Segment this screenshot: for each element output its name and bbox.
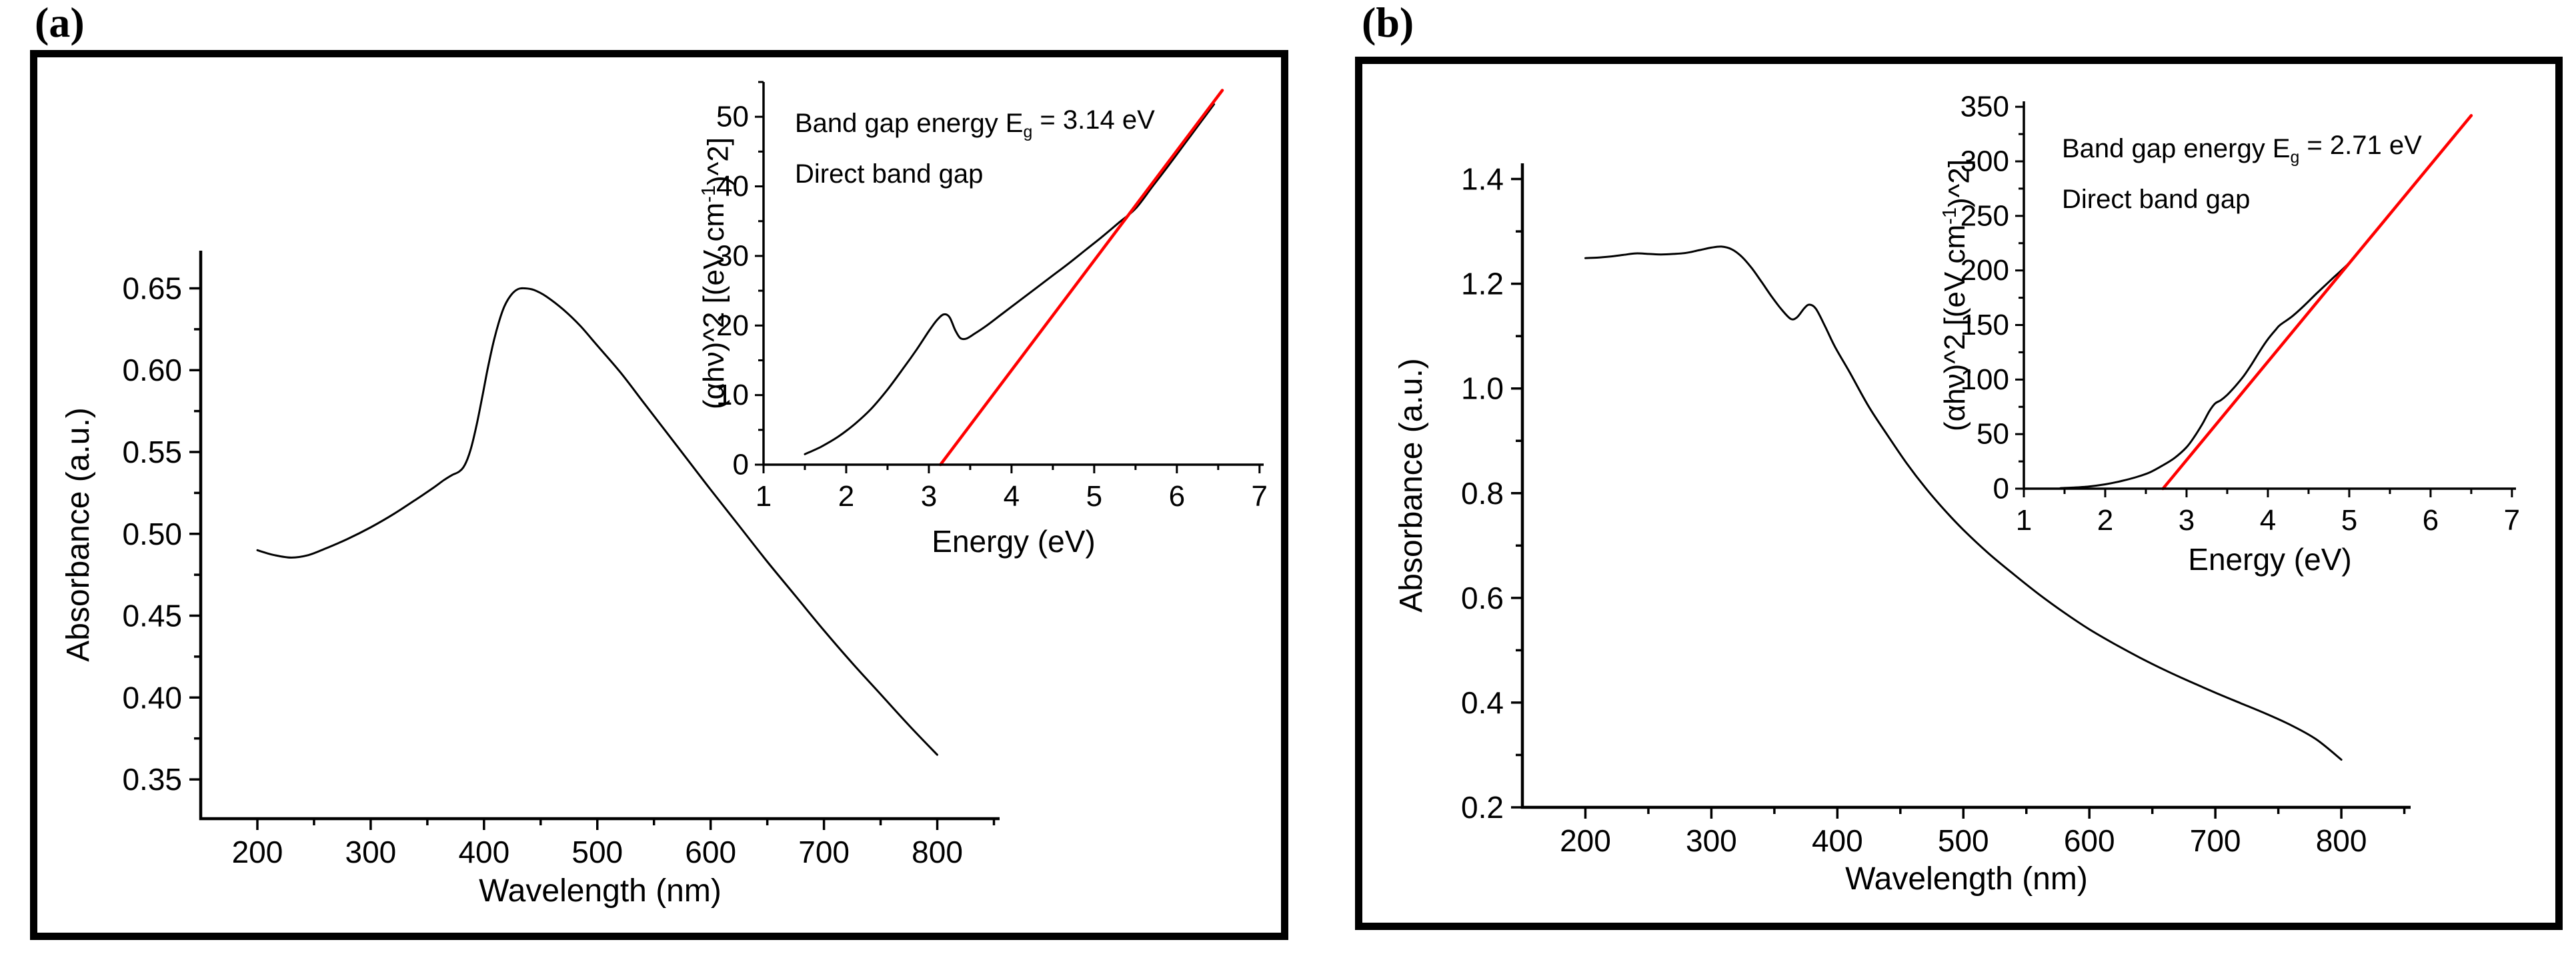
y-tick-label: 50 (1977, 418, 2009, 451)
y-tick-label: 350 (1961, 91, 2009, 123)
y-tick-label: 0.2 (1461, 790, 1504, 825)
y-tick-label: 0.50 (122, 517, 182, 551)
x-tick-label: 700 (798, 835, 850, 869)
y-tick-label: 0.60 (122, 353, 182, 387)
axis-ticks (755, 81, 1261, 473)
x-tick-label: 6 (2423, 504, 2439, 537)
y-tick-label: 0.45 (122, 599, 182, 633)
series-absorbance-spectrum (1584, 245, 2343, 761)
series-bandgap-fit-line (2161, 114, 2473, 491)
annotation-bandgap: Band gap energy Eg = 2.71 eV (2062, 131, 2422, 167)
y-axis-title: Absorbance (a.u.) (1394, 358, 1429, 613)
panel-b-label: (b) (1362, 0, 1414, 46)
y-tick-label: 20 (716, 309, 749, 342)
annotation-bandgap: Band gap energy Eg = 3.14 eV (795, 105, 1155, 141)
x-tick-label: 5 (1086, 480, 1102, 513)
y-axis-title: Absorbance (a.u.) (61, 407, 96, 662)
x-tick-label: 300 (1686, 823, 1737, 858)
y-axis-title: (αhν)^2 [(eV cm-1)^2] (1939, 159, 1976, 431)
x-tick-label: 600 (685, 835, 736, 869)
series-absorbance-spectrum (256, 287, 938, 756)
chart-main-a: 200 300 400 500 600 700 8000.350.400.450.500.5… (61, 251, 1000, 909)
x-tick-label: 6 (1169, 480, 1185, 513)
axis-ticks (1511, 177, 2406, 819)
y-tick-label: 200 (1961, 254, 2009, 287)
x-tick-label: 500 (571, 835, 623, 869)
x-axis-title: Wavelength (nm) (1845, 861, 2088, 897)
x-tick-label: 7 (2504, 504, 2520, 537)
x-tick-label: 500 (1938, 823, 1989, 858)
y-tick-label: 40 (716, 170, 749, 203)
y-tick-label: 0.55 (122, 435, 182, 469)
x-tick-label: 5 (2341, 504, 2357, 537)
y-tick-label: 100 (1961, 363, 2009, 396)
annotation-bandgap-type: Direct band gap (795, 159, 983, 189)
chart-inset-a: 1 2 3 4 5 6 7 0 10 20 30 40 50 Energy (eV) (αhν)^2 [(e… (698, 81, 1268, 559)
x-tick-label: 3 (2179, 504, 2195, 537)
axis-ticks (2015, 105, 2513, 497)
y-tick-label: 0.35 (122, 762, 182, 797)
panel-a-label: (a) (35, 0, 85, 46)
x-tick-label: 2 (838, 480, 854, 513)
y-tick-label: 1.2 (1461, 267, 1504, 301)
x-tick-label: 800 (912, 835, 963, 869)
x-tick-label: 400 (1812, 823, 1863, 858)
annotation-bandgap-type: Direct band gap (2062, 185, 2250, 214)
series-bandgap-fit-line (939, 89, 1224, 467)
y-tick-label: 300 (1961, 145, 2009, 178)
y-tick-label: 150 (1961, 309, 2009, 341)
chart-main-b: 200 300 400 500 600 700 8000.20.40.60.81.01.21… (1394, 162, 2411, 897)
y-tick-label: 250 (1961, 199, 2009, 232)
y-tick-label: 0.65 (122, 271, 182, 305)
y-axis-title: (αhν)^2 [(eV cm-1)^2] (698, 137, 735, 409)
y-tick-label: 0.4 (1461, 685, 1504, 720)
x-tick-label: 400 (458, 835, 509, 869)
x-tick-label: 7 (1252, 480, 1268, 513)
x-tick-label: 2 (2097, 504, 2113, 537)
x-tick-label: 200 (232, 835, 283, 869)
y-tick-label: 1.0 (1461, 371, 1504, 406)
y-tick-label: 0 (1993, 473, 2009, 505)
x-tick-label: 600 (2064, 823, 2115, 858)
x-axis-title: Energy (eV) (2188, 542, 2351, 577)
x-tick-label: 4 (1004, 480, 1020, 513)
x-tick-label: 200 (1560, 823, 1611, 858)
panel-a-frame (30, 50, 1288, 940)
y-tick-label: 0.6 (1461, 581, 1504, 615)
x-tick-label: 1 (756, 480, 772, 513)
axes-spines (199, 251, 1000, 821)
x-tick-label: 1 (2016, 504, 2032, 537)
panel-b-frame (1355, 57, 2563, 930)
y-tick-label: 0.8 (1461, 476, 1504, 511)
x-tick-label: 3 (921, 480, 937, 513)
y-tick-label: 30 (716, 239, 749, 272)
y-tick-label: 0.40 (122, 680, 182, 715)
x-axis-title: Wavelength (nm) (479, 873, 722, 909)
y-tick-label: 0 (733, 449, 749, 481)
series-tauc-curve (804, 103, 1216, 455)
axis-ticks (189, 287, 996, 830)
x-tick-label: 4 (2260, 504, 2276, 537)
x-tick-label: 800 (2316, 823, 2367, 858)
x-tick-label: 300 (345, 835, 397, 869)
chart-inset-b: 1 2 3 4 5 6 7 0 50 100 150 200 250 300 350 Energy (eV) (… (1939, 91, 2520, 577)
y-tick-label: 1.4 (1461, 162, 1504, 197)
y-tick-label: 10 (716, 379, 749, 411)
x-axis-title: Energy (eV) (932, 524, 1095, 559)
x-tick-label: 700 (2190, 823, 2241, 858)
y-tick-label: 50 (716, 101, 749, 133)
